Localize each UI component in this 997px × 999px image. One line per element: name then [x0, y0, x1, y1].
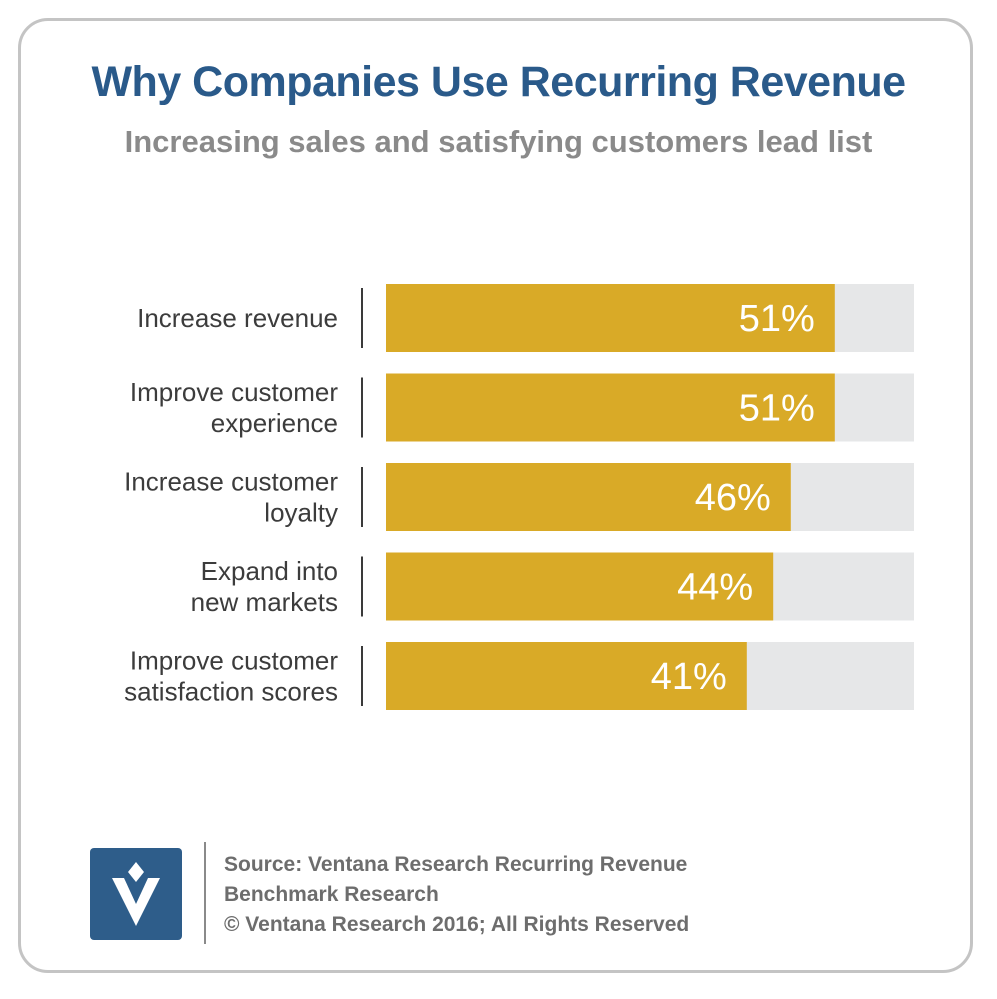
category-label: Expand into — [201, 556, 338, 586]
category-label: experience — [211, 408, 338, 438]
bar — [386, 552, 774, 621]
ventana-logo-icon — [90, 848, 182, 940]
bar-value-label: 51% — [739, 388, 815, 430]
category-label: satisfaction scores — [124, 677, 338, 707]
category-label: Increase revenue — [137, 303, 338, 333]
bar — [386, 642, 747, 710]
category-label: new markets — [191, 587, 338, 617]
footer-divider — [204, 842, 206, 944]
bar — [386, 284, 835, 352]
copyright-line: © Ventana Research 2016; All Rights Rese… — [224, 913, 690, 936]
category-label: Improve customer — [130, 377, 338, 407]
source-line-2: Benchmark Research — [224, 883, 439, 906]
bar — [386, 463, 791, 531]
source-line-1: Source: Ventana Research Recurring Reven… — [224, 853, 688, 876]
bar-value-label: 46% — [695, 477, 771, 519]
chart-title: Why Companies Use Recurring Revenue — [91, 58, 906, 106]
source-note: Source: Ventana Research Recurring Reven… — [224, 850, 689, 940]
bar-value-label: 51% — [739, 298, 815, 340]
bar-value-label: 44% — [677, 567, 753, 609]
ventana-logo-icon — [112, 862, 160, 926]
bar — [386, 373, 835, 442]
chart-subtitle: Increasing sales and satisfying customer… — [124, 124, 873, 159]
category-label: Increase customer — [124, 467, 338, 497]
bar-value-label: 41% — [651, 656, 727, 698]
category-label: loyalty — [264, 498, 338, 528]
category-label: Improve customer — [130, 646, 338, 676]
